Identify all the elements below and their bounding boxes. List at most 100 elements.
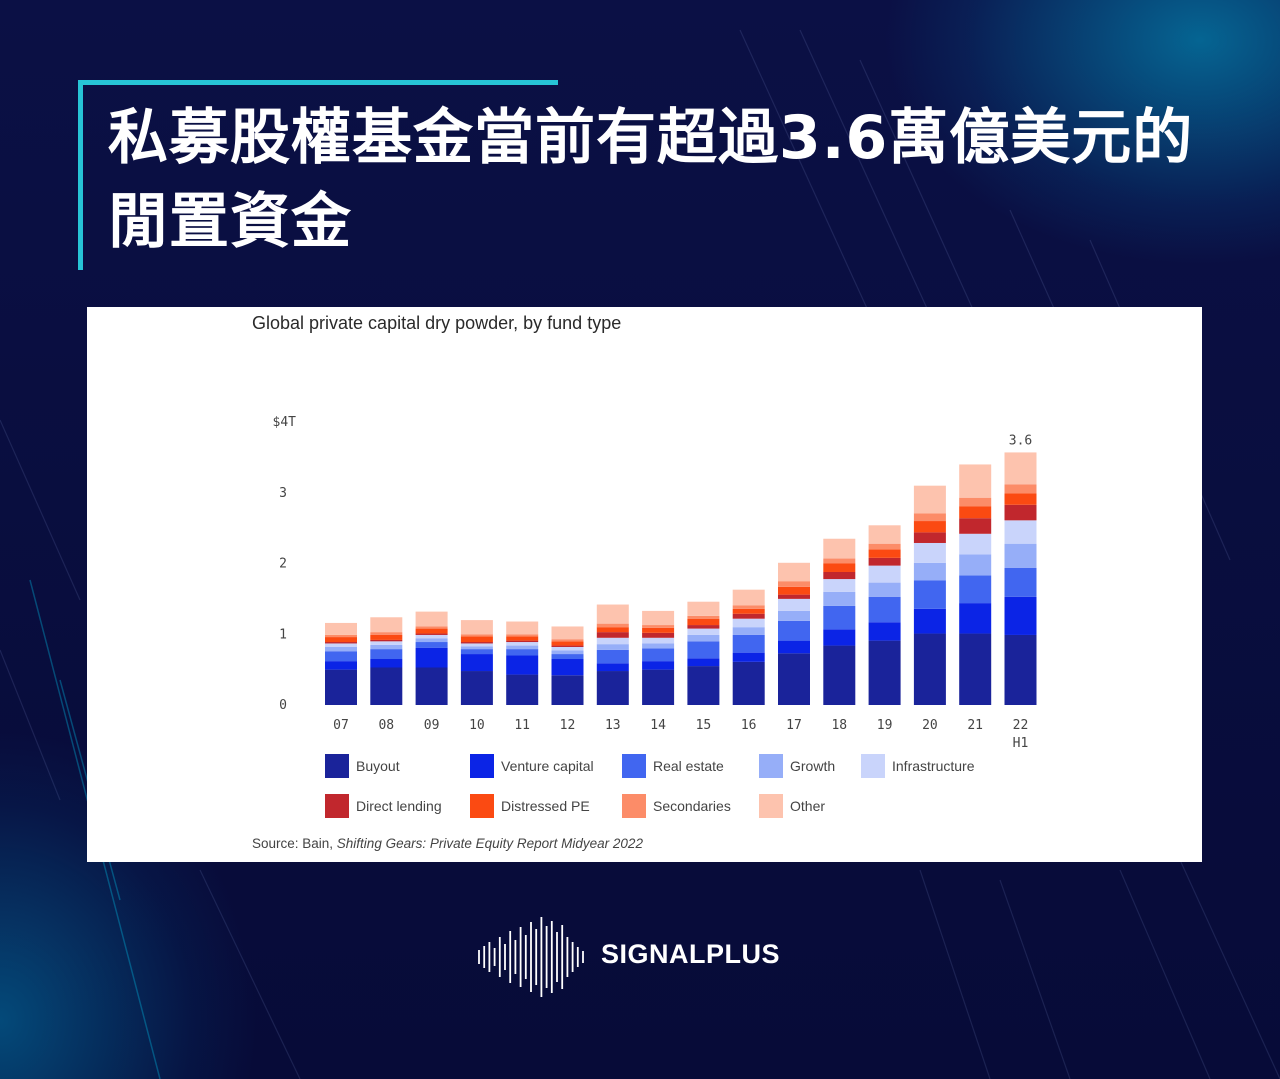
- bar-segment: [551, 641, 584, 646]
- bar-segment: [642, 637, 675, 644]
- legend-swatch: [325, 754, 349, 778]
- x-tick-label: 07: [333, 718, 349, 733]
- bar-segment: [913, 608, 946, 634]
- signalplus-logo-icon: [478, 917, 584, 997]
- bar-segment: [415, 628, 448, 634]
- bar-segment: [370, 639, 403, 642]
- bar-segment: [959, 633, 992, 705]
- bar-segment: [460, 634, 493, 637]
- title-accent-bar-vertical: [78, 80, 83, 270]
- bar-segment: [642, 632, 675, 638]
- bar-segment: [642, 625, 675, 628]
- legend-swatch: [470, 794, 494, 818]
- bar-segment: [415, 626, 448, 629]
- bar-segment: [959, 506, 992, 519]
- bar-segment: [325, 661, 357, 670]
- bar-segment: [642, 627, 675, 633]
- bar-segment: [642, 661, 675, 670]
- x-tick-label: 19: [877, 718, 893, 733]
- bar-segment: [370, 632, 403, 635]
- bar-segment: [1004, 634, 1037, 705]
- x-tick-label: 12: [560, 718, 576, 733]
- legend-label: Direct lending: [356, 798, 442, 814]
- bar-segment: [868, 525, 901, 544]
- bar-segment: [325, 637, 357, 643]
- bar-segment: [868, 543, 901, 550]
- bar-segment: [506, 640, 539, 643]
- title-accent-bar: [78, 80, 558, 85]
- bar-segment: [687, 601, 720, 616]
- bar-segment: [596, 623, 629, 628]
- bar-segment: [1004, 567, 1037, 597]
- bar-segment: [913, 532, 946, 543]
- x-tick-label: 16: [741, 718, 757, 733]
- x-tick-label: 14: [650, 718, 666, 733]
- bar-segment: [370, 644, 403, 650]
- bar-segment: [551, 645, 584, 647]
- bar-segment: [732, 627, 765, 635]
- bar-segment: [370, 634, 403, 640]
- bar-segment: [778, 610, 810, 621]
- x-tick-label: 13: [605, 718, 621, 733]
- bar-segment: [325, 642, 357, 644]
- bar-segment: [415, 667, 448, 705]
- legend-label: Distressed PE: [501, 798, 590, 814]
- bar-segment: [959, 575, 992, 604]
- bar-segment: [460, 646, 493, 650]
- bar-segment: [823, 563, 856, 572]
- bar-segment: [325, 669, 357, 705]
- bar-segment: [325, 643, 357, 647]
- legend-label: Buyout: [356, 758, 400, 774]
- bar-segment: [778, 598, 810, 611]
- bar-segment: [1004, 504, 1037, 521]
- bar-segment: [913, 542, 946, 563]
- bar-segment: [959, 497, 992, 507]
- bar-segment: [506, 649, 539, 656]
- bar-segment: [415, 642, 448, 648]
- bar-segment: [325, 651, 357, 662]
- bar-segment: [460, 636, 493, 643]
- bar-segment: [778, 562, 810, 582]
- bar-segment: [959, 554, 992, 576]
- bar-segment: [913, 633, 946, 705]
- bar-segment: [415, 638, 448, 643]
- x-tick-label: 09: [424, 718, 440, 733]
- bar-segment: [868, 582, 901, 597]
- legend-label: Venture capital: [501, 758, 594, 774]
- bar-segment: [415, 647, 448, 668]
- bar-segment: [687, 666, 720, 705]
- bar-segment: [687, 625, 720, 629]
- bar-segment: [551, 646, 584, 651]
- bar-segment: [596, 637, 629, 645]
- bar-segment: [732, 613, 765, 619]
- bar-segment: [913, 521, 946, 533]
- bar-segment: [732, 652, 765, 662]
- x-tick-label: 22: [1013, 718, 1029, 733]
- brand-name: SIGNALPLUS: [601, 939, 781, 969]
- bar-segment: [460, 642, 493, 644]
- bar-segment: [959, 518, 992, 534]
- bar-segment: [551, 639, 584, 642]
- bar-segment: [370, 667, 403, 705]
- x-tick-label: H1: [1013, 736, 1029, 751]
- bar-segment: [823, 579, 856, 592]
- x-tick-label: 18: [831, 718, 847, 733]
- source-prefix: Source: Bain,: [252, 836, 337, 851]
- bar-segment: [868, 549, 901, 558]
- bar-segment: [642, 669, 675, 705]
- x-tick-label: 20: [922, 718, 938, 733]
- x-tick-label: 17: [786, 718, 802, 733]
- y-tick-label: 3: [279, 486, 287, 501]
- legend-swatch: [622, 754, 646, 778]
- bar-segment: [778, 586, 810, 595]
- bar-segment: [778, 594, 810, 599]
- bar-segment: [506, 642, 539, 646]
- bar-segment: [687, 618, 720, 626]
- legend-label: Infrastructure: [892, 758, 975, 774]
- bar-segment: [868, 622, 901, 641]
- bar-segment: [642, 610, 675, 626]
- legend-swatch: [622, 794, 646, 818]
- bar-segment: [823, 591, 856, 606]
- bar-segment: [596, 632, 629, 638]
